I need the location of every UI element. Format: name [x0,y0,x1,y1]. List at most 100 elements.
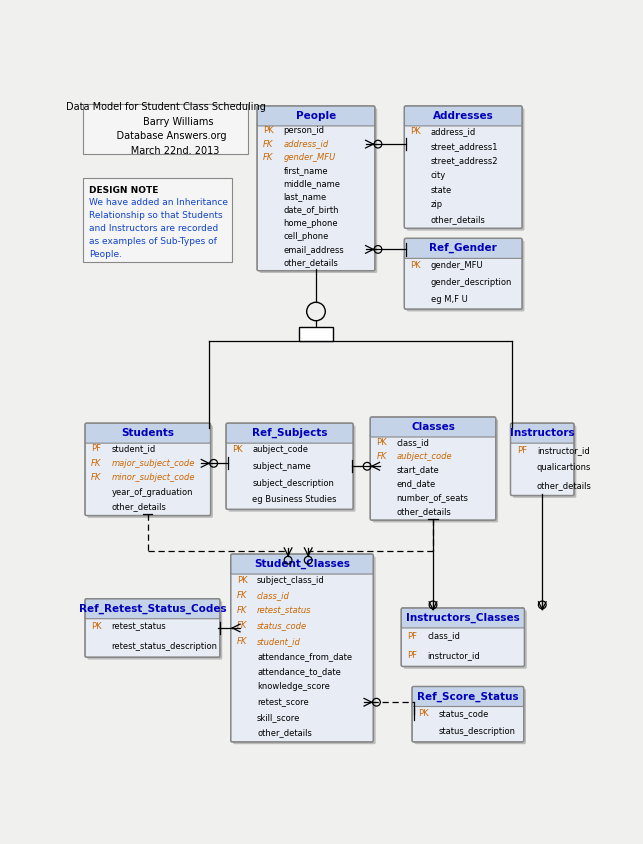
FancyBboxPatch shape [404,238,522,258]
Text: We have added an Inheritance
Relationship so that Students
and Instructors are r: We have added an Inheritance Relationshi… [89,198,228,259]
Text: person_id: person_id [284,127,325,135]
Text: last_name: last_name [284,192,327,201]
Text: Instructors_Classes: Instructors_Classes [406,613,520,623]
Text: FK: FK [91,473,102,482]
Text: retest_status: retest_status [257,606,312,615]
Text: PK: PK [410,127,421,136]
FancyBboxPatch shape [404,610,527,668]
Text: retest_status_description: retest_status_description [111,641,217,651]
Bar [299,327,333,341]
FancyBboxPatch shape [87,601,222,659]
Text: FK: FK [263,139,274,149]
Text: student_id: student_id [257,636,301,646]
Text: first_name: first_name [284,166,328,175]
FancyBboxPatch shape [406,108,525,230]
FancyBboxPatch shape [401,625,525,667]
Text: FK: FK [376,452,387,461]
Text: Students: Students [122,428,174,438]
Text: FK: FK [91,459,102,468]
Text: city: city [431,171,446,180]
Text: cell_phone: cell_phone [284,232,329,241]
Text: PF: PF [91,444,101,453]
Text: Classes: Classes [411,422,455,432]
Text: skill_score: skill_score [257,713,300,722]
Text: start_date: start_date [397,466,439,474]
FancyBboxPatch shape [513,425,576,498]
Text: class_id: class_id [428,631,460,641]
FancyBboxPatch shape [370,434,496,520]
Text: street_address2: street_address2 [431,156,498,165]
Text: status_description: status_description [439,727,516,736]
Text: other_details: other_details [111,502,167,511]
Text: class_id: class_id [397,438,430,446]
FancyBboxPatch shape [85,423,210,443]
Text: PK: PK [410,261,421,270]
Text: PF: PF [408,651,417,660]
Text: address_id: address_id [284,139,329,149]
Text: home_phone: home_phone [284,219,338,228]
Text: subject_name: subject_name [253,462,311,471]
Text: gender_description: gender_description [431,278,512,287]
FancyBboxPatch shape [231,554,374,574]
FancyBboxPatch shape [257,106,375,126]
FancyBboxPatch shape [406,241,525,311]
Text: other_details: other_details [537,481,592,490]
Text: instructor_id: instructor_id [428,651,480,660]
FancyBboxPatch shape [257,123,375,271]
Text: Student_Classes: Student_Classes [254,559,350,569]
FancyBboxPatch shape [84,177,232,262]
Text: Data Model for Student Class Scheduling
        Barry Williams
    Database Answ: Data Model for Student Class Scheduling … [66,102,266,156]
Text: address_id: address_id [431,127,476,136]
Text: end_date: end_date [397,479,436,489]
Text: gender_MFU: gender_MFU [431,261,484,270]
Text: number_of_seats: number_of_seats [397,494,469,502]
FancyBboxPatch shape [85,440,210,516]
Text: status_code: status_code [257,621,307,630]
FancyBboxPatch shape [226,440,353,510]
Text: knowledge_score: knowledge_score [257,683,330,691]
Text: Ref_Subjects: Ref_Subjects [252,428,327,438]
Text: retest_score: retest_score [257,698,309,706]
Text: aubject_code: aubject_code [253,446,309,454]
FancyBboxPatch shape [511,440,574,495]
FancyBboxPatch shape [414,689,526,744]
FancyBboxPatch shape [412,703,523,742]
Text: Addresses: Addresses [433,111,494,121]
FancyBboxPatch shape [259,108,377,273]
Text: Ref_Retest_Status_Codes: Ref_Retest_Status_Codes [78,603,226,614]
Text: class_id: class_id [257,591,290,600]
Text: zip: zip [431,200,443,209]
Text: attendance_to_date: attendance_to_date [257,668,341,676]
FancyBboxPatch shape [84,105,248,154]
FancyBboxPatch shape [511,423,574,443]
Text: FK: FK [237,591,248,600]
Text: student_id: student_id [111,444,156,453]
FancyBboxPatch shape [226,423,353,443]
FancyBboxPatch shape [401,608,525,628]
Text: minor_subject_code: minor_subject_code [111,473,195,482]
Text: Ref_Gender: Ref_Gender [430,243,497,253]
Text: Ref_Score_Status: Ref_Score_Status [417,691,519,701]
Text: retest_status: retest_status [111,622,166,631]
Text: subject_class_id: subject_class_id [257,576,325,585]
Text: major_subject_code: major_subject_code [111,459,195,468]
Text: date_of_birth: date_of_birth [284,205,339,214]
FancyBboxPatch shape [370,417,496,437]
Text: gender_MFU: gender_MFU [284,153,336,162]
Text: PK: PK [263,127,274,135]
Text: FK: FK [237,636,248,646]
FancyBboxPatch shape [404,106,522,126]
Text: other_details: other_details [431,215,485,224]
Text: PK: PK [91,622,102,631]
Text: PK: PK [376,438,387,446]
FancyBboxPatch shape [85,615,220,657]
Text: FK: FK [237,621,248,630]
Text: year_of_graduation: year_of_graduation [111,488,193,497]
FancyBboxPatch shape [87,425,213,518]
Text: DESIGN NOTE: DESIGN NOTE [89,186,158,195]
FancyBboxPatch shape [412,686,523,706]
FancyBboxPatch shape [231,571,374,742]
FancyBboxPatch shape [233,556,376,744]
Text: People: People [296,111,336,121]
Text: PK: PK [237,576,248,585]
